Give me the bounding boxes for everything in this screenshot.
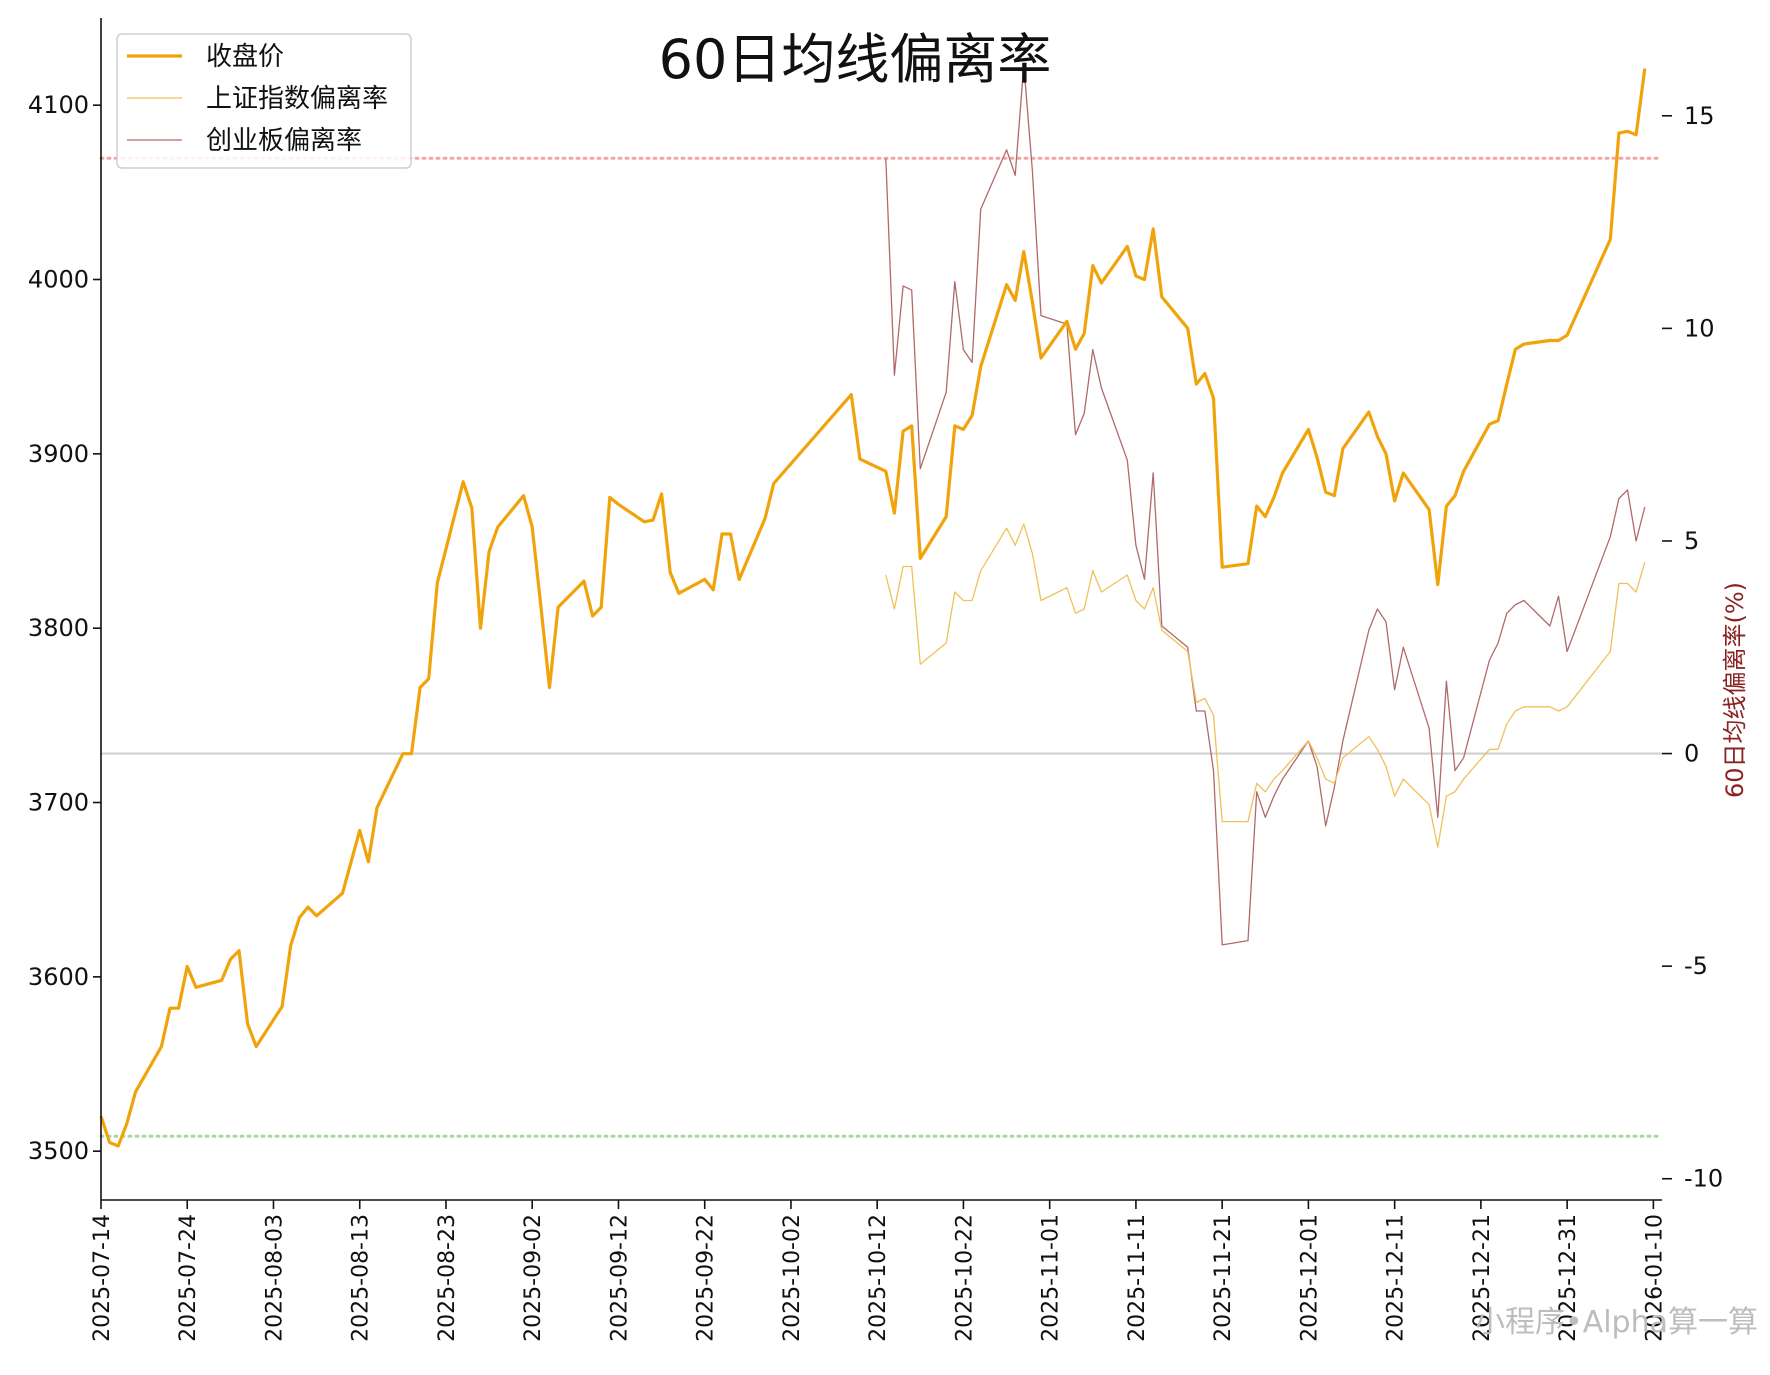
y-left-tick-label: 3500 <box>28 1137 89 1165</box>
x-tick-label: 2025-10-02 <box>780 1214 805 1342</box>
legend-label-2: 创业板偏离率 <box>206 126 362 156</box>
x-tick-label: 2025-07-14 <box>90 1214 115 1342</box>
y-right-tick-label: -5 <box>1684 952 1708 980</box>
x-tick-label: 2025-11-21 <box>1211 1214 1236 1342</box>
y-left-tick-label: 4100 <box>28 91 89 119</box>
y-axis-right-label: 60日均线偏离率(%) <box>1721 582 1749 798</box>
x-tick-label: 2025-08-03 <box>262 1214 287 1342</box>
y-right-tick-label: 10 <box>1684 314 1715 342</box>
x-tick-label: 2025-12-21 <box>1470 1214 1495 1342</box>
ticks: 3500 3600 3700 3800 3900 4000 4100 15 10 5 0 -5 -10 2… <box>28 91 1723 1342</box>
series-line-0 <box>99 68 1647 1148</box>
x-tick-label: 2025-12-11 <box>1384 1214 1409 1342</box>
x-tick-label: 2026-01-10 <box>1642 1214 1667 1342</box>
y-left-tick-label: 3900 <box>28 440 89 468</box>
series-line-2 <box>885 64 1646 946</box>
y-right-tick-label: 5 <box>1684 527 1699 555</box>
y-right-tick-label: 15 <box>1684 102 1715 130</box>
series-line-1 <box>885 523 1646 848</box>
x-tick-label: 2025-12-31 <box>1556 1214 1581 1342</box>
x-tick-label: 2025-12-01 <box>1297 1214 1322 1342</box>
chart-title: 60日均线偏离率 <box>659 28 1052 91</box>
axes <box>100 18 1662 1201</box>
x-tick-label: 2025-09-22 <box>694 1214 719 1342</box>
series-layer <box>99 64 1647 1148</box>
x-tick-label: 2025-10-12 <box>866 1214 891 1342</box>
legend-label-0: 收盘价 <box>206 42 284 72</box>
y-left-tick-label: 3700 <box>28 789 89 817</box>
x-tick-label: 2025-10-22 <box>952 1214 977 1342</box>
x-tick-label: 2025-07-24 <box>176 1214 201 1342</box>
reference-lines <box>99 156 1664 1138</box>
watermark: 小程序•Alpha算一算 <box>1475 1305 1758 1340</box>
y-right-tick-label: 0 <box>1684 740 1699 768</box>
x-tick-label: 2025-08-23 <box>435 1214 460 1342</box>
x-tick-label: 2025-11-11 <box>1125 1214 1150 1342</box>
y-left-tick-label: 4000 <box>28 266 89 294</box>
x-tick-label: 2025-11-01 <box>1039 1214 1064 1342</box>
y-right-tick-label: -10 <box>1684 1165 1723 1193</box>
x-tick-label: 2025-08-13 <box>349 1214 374 1342</box>
legend-box <box>116 33 412 169</box>
y-left-tick-label: 3600 <box>28 963 89 991</box>
x-tick-label: 2025-09-12 <box>607 1214 632 1342</box>
x-tick-label: 2025-09-02 <box>521 1214 546 1342</box>
legend-label-1: 上证指数偏离率 <box>206 84 388 114</box>
y-left-tick-label: 3800 <box>28 614 89 642</box>
